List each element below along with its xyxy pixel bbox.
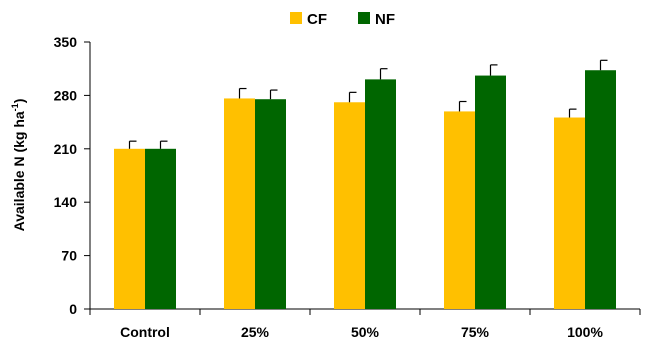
bar-nf: [475, 75, 506, 310]
bar-cf: [334, 102, 365, 309]
legend-label-nf: NF: [375, 11, 395, 28]
legend: CF NF: [290, 11, 395, 28]
y-tick-label: 140: [54, 194, 78, 210]
x-tick-label: 75%: [461, 324, 490, 340]
bar-cf: [444, 111, 475, 309]
bar-cf: [224, 98, 255, 309]
x-tick-label: 25%: [241, 324, 270, 340]
bars: [114, 59, 616, 310]
y-axis-label-main: Available N (kg ha: [11, 111, 27, 231]
bar-nf: [585, 70, 616, 310]
legend-label-cf: CF: [307, 11, 327, 28]
y-axis: 0 70 140 210 280 350: [54, 34, 91, 317]
y-tick-label: 350: [54, 34, 78, 50]
y-tick-label: 70: [61, 248, 77, 264]
bar-cf: [114, 148, 145, 309]
bar-cf: [554, 117, 585, 309]
x-axis: Control 25% 50% 75% 100%: [89, 308, 641, 340]
bar-nf: [365, 79, 396, 309]
x-tick-label: 100%: [567, 324, 603, 340]
x-tick-label: Control: [120, 324, 170, 340]
legend-swatch-cf: [290, 12, 302, 24]
y-tick-label: 280: [54, 87, 78, 103]
y-axis-label-superscript: -1: [10, 103, 20, 111]
x-tick-label: 50%: [351, 324, 380, 340]
bar-nf: [255, 99, 286, 309]
bar-nf: [145, 148, 176, 309]
y-axis-label: Available N (kg ha-1): [10, 99, 27, 232]
y-tick-label: 210: [54, 141, 78, 157]
legend-swatch-nf: [358, 12, 370, 24]
y-tick-label: 0: [69, 301, 77, 317]
y-axis-label-suffix: ): [11, 99, 27, 104]
